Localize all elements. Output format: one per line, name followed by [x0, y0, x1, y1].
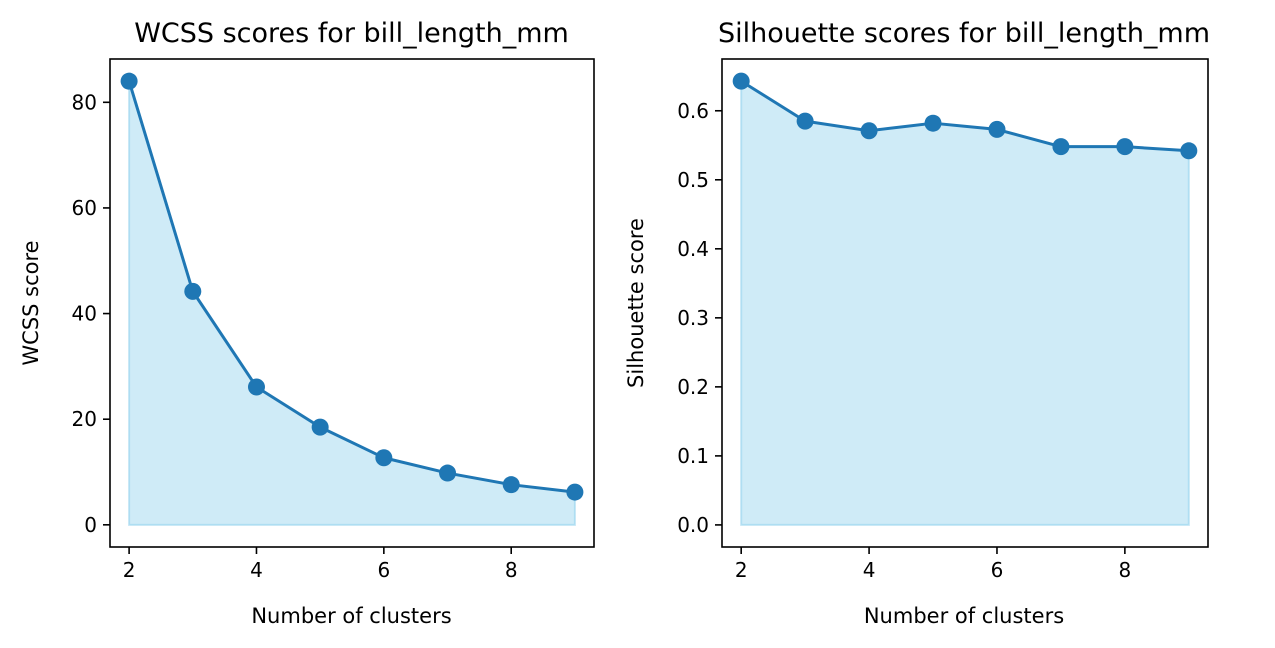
- silhouette-y-tick-label: 0.1: [677, 444, 709, 468]
- wcss-series-line: [127, 80, 576, 494]
- wcss-x-tick-label: 8: [505, 558, 518, 582]
- silhouette-data-point: [1180, 142, 1198, 160]
- silhouette-x-tick-label: 8: [1119, 558, 1132, 582]
- wcss-x-axis-label: Number of clusters: [251, 604, 451, 628]
- wcss-data-point: [566, 483, 584, 501]
- silhouette-y-tick-label: 0.6: [677, 99, 709, 123]
- silhouette-data-point: [732, 72, 750, 90]
- wcss-data-point: [247, 378, 265, 396]
- silhouette-y-tick-label: 0.4: [677, 237, 709, 261]
- wcss-x-tick-label: 4: [250, 558, 263, 582]
- wcss-y-tick-label: 20: [72, 407, 97, 431]
- silhouette-plot-frame: [721, 58, 1209, 548]
- wcss-y-axis-label: WCSS score: [19, 240, 43, 365]
- wcss-plot-frame: [109, 58, 595, 548]
- silhouette-y-axis-label: Silhouette score: [624, 218, 648, 388]
- silhouette-data-point: [924, 114, 942, 132]
- wcss-y-tick-label: 60: [72, 196, 97, 220]
- silhouette-data-point: [796, 112, 814, 130]
- silhouette-y-tick-label: 0.5: [677, 168, 709, 192]
- wcss-data-point: [375, 449, 393, 467]
- silhouette-x-tick-label: 2: [735, 558, 748, 582]
- wcss-data-point: [502, 476, 520, 494]
- wcss-y-tick-label: 80: [72, 90, 97, 114]
- wcss-data-point: [120, 72, 138, 90]
- silhouette-y-tick-label: 0.0: [677, 513, 709, 537]
- wcss-chart-title: WCSS scores for bill_length_mm: [134, 18, 569, 49]
- wcss-data-point: [184, 282, 202, 300]
- silhouette-data-point: [1116, 138, 1134, 156]
- silhouette-x-axis-label: Number of clusters: [864, 604, 1064, 628]
- silhouette-series-line: [740, 79, 1189, 153]
- silhouette-x-tick-label: 4: [863, 558, 876, 582]
- silhouette-y-tick-label: 0.3: [677, 306, 709, 330]
- silhouette-data-point: [860, 122, 878, 140]
- wcss-y-tick-label: 0: [84, 513, 97, 537]
- wcss-data-point: [311, 418, 329, 436]
- wcss-x-tick-label: 6: [377, 558, 390, 582]
- silhouette-chart: Silhouette scores for bill_length_mm Num…: [624, 18, 1210, 628]
- wcss-y-tick-label: 40: [72, 302, 97, 326]
- silhouette-data-point: [988, 120, 1006, 138]
- silhouette-chart-title: Silhouette scores for bill_length_mm: [718, 18, 1210, 49]
- silhouette-data-point: [1052, 138, 1070, 156]
- wcss-data-point: [439, 464, 457, 482]
- silhouette-y-tick-label: 0.2: [677, 375, 709, 399]
- silhouette-x-tick-label: 6: [991, 558, 1004, 582]
- wcss-chart: WCSS scores for bill_length_mm Number of…: [19, 18, 595, 628]
- wcss-x-tick-label: 2: [123, 558, 136, 582]
